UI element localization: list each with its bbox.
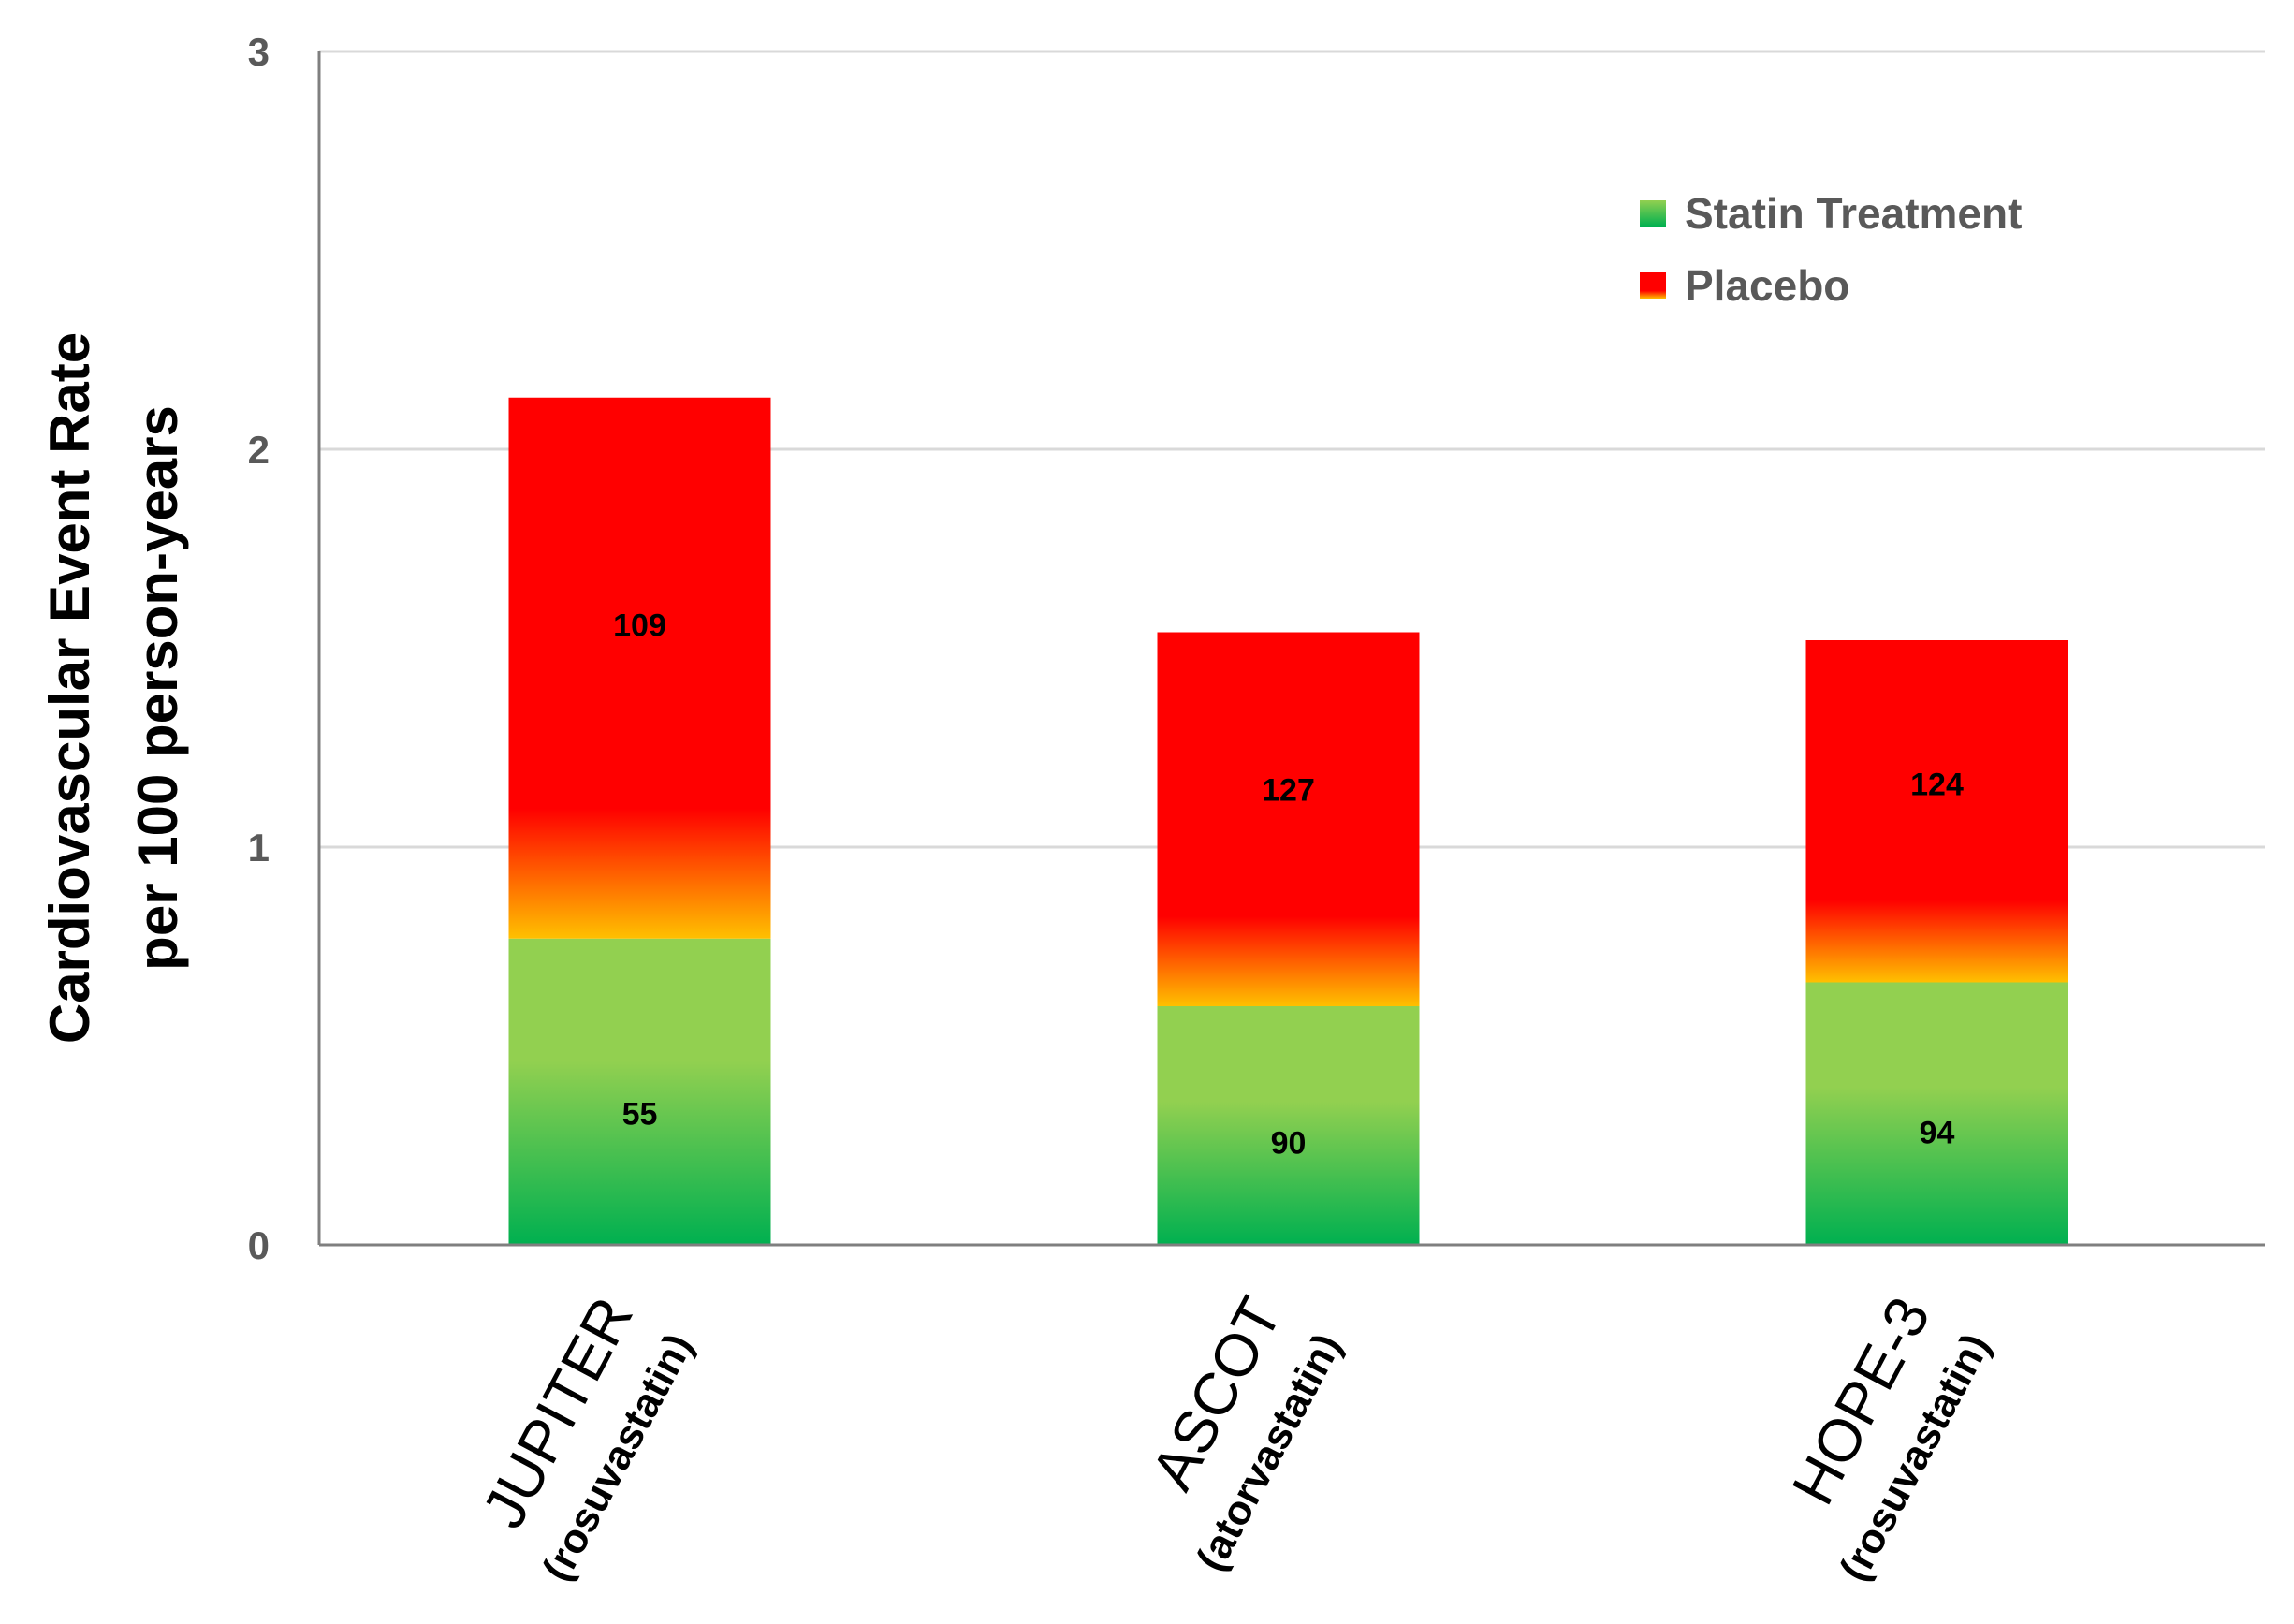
data-label-placebo: 109 [613,608,666,644]
legend-swatch-statin-treatment [1640,200,1666,227]
y-tick-label: 2 [248,428,270,472]
bar-statin-treatment [1805,982,2068,1245]
bar-placebo [1157,632,1420,1006]
bar-statin-treatment [1157,1006,1420,1245]
axes [317,51,2265,1247]
x-category-label: JUPITER(rosuvastatin) [469,1286,702,1588]
y-tick-label: 0 [248,1223,270,1267]
data-label-placebo: 127 [1262,772,1315,808]
legend: Statin Treatment Placebo [1640,189,2022,310]
y-tick-label: 3 [248,30,270,74]
legend-label-placebo: Placebo [1685,261,1849,310]
x-category-label: HOPE-3(rosuvastatin) [1779,1286,1999,1588]
category-labels: JUPITER(rosuvastatin) ASCOT(atorvastatin)… [469,1286,1999,1588]
bar-placebo [1805,640,2068,983]
y-tick-labels: 0 1 2 3 [248,30,270,1267]
bar-statin-treatment [508,938,771,1245]
data-label-placebo: 124 [1910,768,1964,803]
legend-swatch-placebo [1640,272,1666,299]
bars [508,397,2068,1245]
bar-placebo [508,397,771,939]
data-labels: 55 109 90 127 94 124 [613,608,1964,1162]
data-label-statin-treatment: 90 [1271,1125,1307,1161]
x-category-label: ASCOT(atorvastatin) [1138,1286,1351,1578]
y-tick-label: 1 [248,826,270,870]
data-label-statin-treatment: 94 [1920,1115,1955,1150]
data-label-statin-treatment: 55 [622,1096,658,1132]
legend-label-statin-treatment: Statin Treatment [1685,189,2022,238]
y-axis-label: Cardiovascular Event Rate per 100 person-… [38,332,189,1044]
